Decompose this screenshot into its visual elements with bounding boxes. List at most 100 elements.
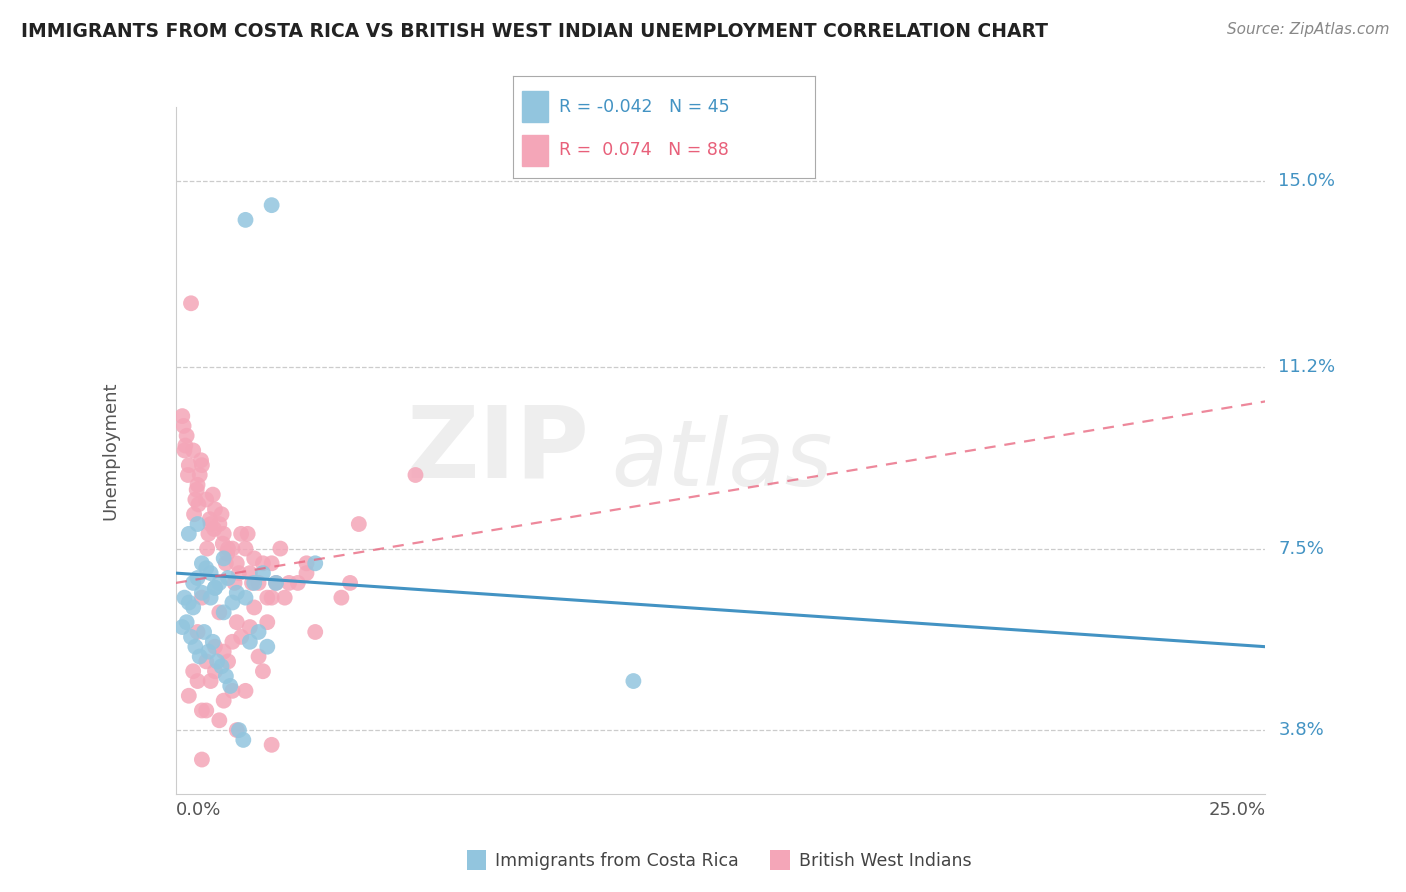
Point: [211, 507, 233, 521]
Point: [204, 640, 226, 654]
Point: [205, 655, 228, 669]
Point: [201, 487, 224, 501]
Point: [186, 674, 209, 689]
Point: [191, 458, 214, 473]
Point: [186, 483, 208, 497]
Point: [172, 409, 194, 424]
Point: [177, 689, 200, 703]
Point: [187, 497, 209, 511]
Point: [221, 541, 243, 556]
Point: [204, 581, 226, 595]
Point: [200, 566, 222, 581]
Point: [208, 576, 231, 591]
Point: [173, 443, 195, 458]
Point: [181, 576, 204, 591]
Point: [197, 644, 219, 658]
Point: [183, 507, 205, 521]
Text: 25.0%: 25.0%: [1208, 801, 1265, 819]
Point: [215, 669, 238, 683]
Point: [188, 467, 211, 482]
Point: [211, 536, 233, 550]
Point: [200, 674, 222, 689]
Point: [235, 212, 257, 227]
Text: 11.2%: 11.2%: [1278, 358, 1336, 376]
Point: [295, 566, 318, 581]
Point: [239, 620, 262, 634]
Point: [173, 418, 195, 433]
Point: [243, 600, 266, 615]
Point: [173, 591, 195, 605]
Point: [264, 576, 287, 591]
Point: [208, 714, 231, 728]
Point: [186, 477, 209, 491]
Point: [295, 557, 318, 571]
Text: Unemployment: Unemployment: [101, 381, 120, 520]
Text: Immigrants from Costa Rica: Immigrants from Costa Rica: [495, 852, 738, 870]
Point: [191, 703, 214, 717]
Point: [304, 557, 326, 571]
Point: [221, 683, 243, 698]
Point: [339, 576, 361, 591]
Point: [212, 605, 235, 619]
Point: [186, 571, 209, 585]
Point: [190, 453, 212, 467]
Point: [256, 615, 278, 630]
Point: [181, 443, 204, 458]
Text: Source: ZipAtlas.com: Source: ZipAtlas.com: [1226, 22, 1389, 37]
Point: [239, 635, 262, 649]
Point: [260, 198, 283, 212]
Text: British West Indians: British West Indians: [799, 852, 972, 870]
Point: [247, 624, 270, 639]
Point: [247, 576, 270, 591]
Point: [172, 620, 194, 634]
Point: [177, 596, 200, 610]
Point: [195, 561, 218, 575]
Point: [278, 576, 301, 591]
Text: 0.0%: 0.0%: [176, 801, 221, 819]
Point: [621, 674, 644, 689]
Point: [176, 428, 198, 442]
Point: [221, 635, 243, 649]
Bar: [522, 135, 548, 166]
Point: [174, 438, 197, 452]
Point: [181, 600, 204, 615]
Point: [231, 630, 253, 644]
Point: [208, 516, 231, 531]
Text: atlas: atlas: [612, 416, 832, 505]
Point: [228, 723, 250, 737]
Point: [256, 591, 278, 605]
Text: R = -0.042   N = 45: R = -0.042 N = 45: [558, 97, 730, 116]
Point: [204, 502, 226, 516]
Point: [217, 541, 239, 556]
Point: [193, 624, 215, 639]
Point: [236, 526, 259, 541]
Point: [260, 591, 283, 605]
Text: 15.0%: 15.0%: [1278, 171, 1336, 190]
Point: [252, 566, 274, 581]
Point: [235, 591, 257, 605]
Point: [247, 649, 270, 664]
Point: [181, 664, 204, 678]
Point: [184, 640, 207, 654]
Point: [195, 541, 218, 556]
Point: [180, 630, 202, 644]
Point: [208, 605, 231, 619]
Point: [202, 522, 225, 536]
Point: [274, 591, 297, 605]
Point: [200, 591, 222, 605]
Point: [212, 526, 235, 541]
Point: [228, 566, 250, 581]
Point: [184, 492, 207, 507]
Point: [204, 581, 226, 595]
Point: [177, 467, 200, 482]
Point: [215, 557, 238, 571]
Point: [217, 655, 239, 669]
Point: [240, 576, 263, 591]
Text: R =  0.074   N = 88: R = 0.074 N = 88: [558, 141, 728, 159]
Point: [256, 640, 278, 654]
Point: [211, 659, 233, 673]
Point: [287, 576, 309, 591]
Point: [186, 516, 209, 531]
Point: [191, 752, 214, 766]
Point: [201, 635, 224, 649]
